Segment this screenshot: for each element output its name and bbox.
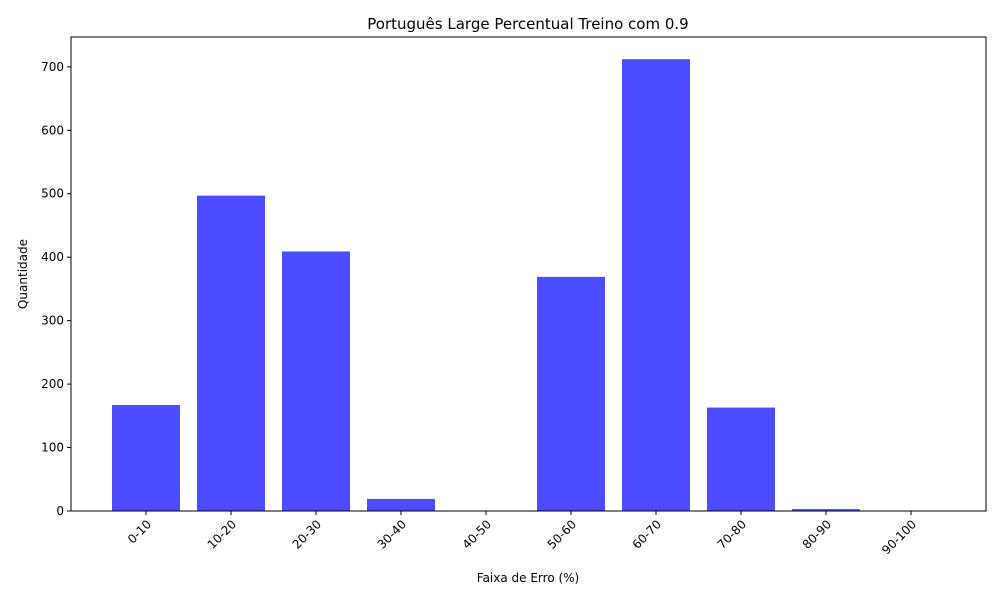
- y-tick-label: 700: [41, 60, 64, 74]
- x-tick-label: 10-20: [205, 517, 240, 552]
- bar-80-90: [792, 509, 860, 511]
- x-tick-label: 60-70: [630, 517, 665, 552]
- y-tick-label: 600: [41, 123, 64, 137]
- bar-30-40: [367, 498, 435, 511]
- y-tick-label: 200: [41, 377, 64, 391]
- x-tick-label: 40-50: [460, 517, 495, 552]
- y-tick-label: 300: [41, 314, 64, 328]
- x-tick-label: 80-90: [800, 517, 835, 552]
- y-axis-title: Quantidade: [16, 239, 30, 309]
- bar-50-60: [537, 276, 605, 511]
- bar-60-70: [622, 59, 690, 512]
- x-axis: 0-10 10-20 20-30 30-40 40-50 50-60 60-70 70-80 8…: [125, 511, 919, 557]
- chart-title: Português Large Percentual Treino com 0.…: [367, 15, 688, 33]
- x-axis-title: Faixa de Erro (%): [477, 571, 579, 585]
- bars-group: [112, 59, 860, 512]
- y-tick-label: 100: [41, 441, 64, 455]
- x-tick-label: 90-100: [879, 517, 919, 557]
- bar-20-30: [282, 251, 350, 512]
- bar-0-10: [112, 405, 180, 511]
- x-tick-label: 20-30: [290, 517, 325, 552]
- x-tick-label: 0-10: [125, 517, 154, 546]
- y-tick-label: 400: [41, 250, 64, 264]
- y-tick-label: 0: [56, 504, 64, 518]
- x-tick-label: 30-40: [375, 517, 410, 552]
- bar-10-20: [197, 195, 265, 512]
- x-tick-label: 70-80: [715, 517, 750, 552]
- plot-frame: [70, 36, 987, 512]
- bar-70-80: [707, 407, 775, 511]
- y-axis: 0 100 200 300 400 500 600 700: [41, 60, 71, 518]
- y-tick-label: 500: [41, 187, 64, 201]
- x-tick-label: 50-60: [545, 517, 580, 552]
